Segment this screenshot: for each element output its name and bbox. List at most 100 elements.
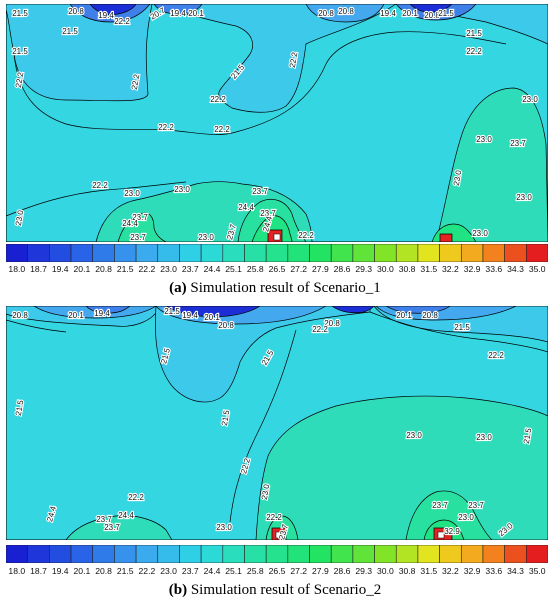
contour-region-23-7-left [117, 212, 167, 242]
colorbar-tick-label: 19.4 [51, 264, 69, 274]
contour-line-22-2-right [369, 311, 548, 353]
colorbar-tick-label: 27.9 [312, 566, 329, 576]
contour-label: 23.0 [260, 483, 272, 500]
caption-scenario-2: (b) Simulation result of Scenario_2 [0, 582, 550, 599]
colorbar-tick-label: 25.1 [225, 264, 242, 274]
colorbar-swatch [265, 243, 289, 263]
contour-label: 24.4 [122, 219, 138, 228]
colorbar-tick-label: 26.5 [268, 566, 286, 576]
colorbar-swatch [287, 243, 310, 263]
colorbar-swatch [27, 243, 50, 263]
colorbar-swatch [309, 544, 332, 564]
contour-label: 23.7 [130, 233, 146, 242]
colorbar-tick-label: 20.1 [73, 264, 91, 274]
colorbar-swatch [179, 544, 202, 564]
colorbar-tick-label: 23.0 [160, 264, 177, 274]
contour-label: 24.4 [238, 203, 254, 212]
contour-label: 21.5 [164, 307, 180, 316]
colorbar-swatch [482, 544, 505, 564]
colorbar-tick-label: 34.3 [507, 264, 524, 274]
heat-source-center-mark [275, 531, 283, 539]
contour-label: 23.0 [516, 193, 532, 202]
colorbar-tick-label: 21.5 [116, 264, 134, 274]
contour-label: 23.7 [104, 523, 120, 532]
colorbar-tick-label: 33.6 [485, 264, 503, 274]
contour-label: 19.4 [98, 11, 114, 20]
colorbar-tick-label: 35.0 [528, 566, 546, 576]
contour-label: 23.7 [468, 501, 484, 510]
colorbar-tick-label: 26.5 [268, 264, 286, 274]
colorbar-tick-label: 24.4 [203, 566, 221, 576]
contour-label: 19.4 [94, 309, 110, 318]
colorbar-tick-label: 32.9 [463, 566, 481, 576]
colorbar-swatch [482, 243, 505, 263]
colorbar-tick-label: 32.9 [463, 264, 481, 274]
colorbar-tick-label: 18.7 [30, 264, 47, 274]
contour-region-21-5-middle [155, 306, 371, 403]
colorbar-a-ticks: 18.0 18.7 19.4 20.1 20.8 21.5 22.2 23.0 23.7 24.4… [6, 264, 548, 276]
contour-label: 22.2 [239, 457, 252, 475]
contour-label: 23.0 [522, 95, 538, 104]
contour-region-22-2-bottom-left [65, 515, 173, 540]
colorbar-tick-label: 23.0 [160, 566, 177, 576]
colorbar-swatch [395, 544, 419, 564]
contour-label: 22.2 [288, 51, 300, 68]
contour-label: 19.4 [170, 9, 186, 18]
contour-label: 20.8 [422, 311, 438, 320]
colorbar-swatch [526, 544, 549, 564]
contour-label: 20.8 [218, 321, 234, 330]
contour-label: 23.0 [216, 523, 232, 532]
cold-region-top-center-core [165, 306, 261, 318]
colorbar-a-swatches [5, 243, 549, 263]
contour-label: 23.0 [14, 209, 26, 226]
contour-label: 23.7 [132, 213, 148, 222]
colorbar-tick-label: 32.2 [442, 264, 459, 274]
colorbar-swatch [395, 243, 419, 263]
contour-label: 23.7 [432, 501, 448, 510]
heat-source-right-mark [437, 531, 445, 539]
contour-label: 22.2 [312, 325, 328, 334]
colorbar-tick-label: 20.8 [95, 566, 112, 576]
colorbar-tick-label: 29.3 [355, 264, 373, 274]
colorbar-tick-label: 22.2 [138, 264, 156, 274]
contour-label: 21.5 [12, 9, 28, 18]
contour-label: 23.7 [252, 187, 268, 196]
colorbar-swatch [70, 243, 94, 263]
contour-label: 21.5 [522, 427, 534, 444]
contour-label: 20.8 [318, 9, 334, 18]
contour-label: 19.4 [182, 311, 198, 320]
colorbar-tick-label: 31.5 [420, 566, 438, 576]
contour-label: 20.1 [68, 311, 84, 320]
contour-label: 23.0 [472, 229, 488, 238]
caption-tag: (b) [168, 582, 188, 598]
contour-label: 20.8 [424, 11, 440, 20]
contour-label: 20.8 [338, 7, 354, 16]
contour-label: 22.2 [114, 17, 130, 26]
colorbar-tick-label: 25.8 [246, 566, 264, 576]
colorbar-swatch [157, 243, 180, 263]
contour-label: 24.4 [118, 511, 134, 520]
contour-label: 23.7 [260, 209, 276, 218]
contour-label: 23.0 [476, 433, 492, 442]
contour-label: 20.1 [402, 9, 418, 18]
colorbar-swatch [157, 544, 180, 564]
colorbar-tick-label: 34.3 [507, 566, 524, 576]
contour-label: 23.0 [198, 233, 214, 242]
colorbar-tick-label: 25.1 [225, 566, 242, 576]
colorbar-swatch [287, 544, 310, 564]
colorbar-swatch [200, 243, 224, 263]
contour-label: 20.1 [188, 9, 204, 18]
contour-region-23-0 [255, 395, 548, 540]
colorbar-swatch [504, 243, 527, 263]
colorbar-swatch [309, 243, 332, 263]
colorbar-tick-label: 18.0 [8, 264, 26, 274]
caption-text: Simulation result of Scenario_1 [190, 280, 381, 296]
contour-label: 23.7 [510, 139, 526, 148]
cold-region-top-center [153, 4, 203, 15]
colorbar-swatch [49, 243, 72, 263]
colorbar-tick-label: 35.0 [528, 264, 546, 274]
colorbar-b-swatches [5, 544, 549, 564]
colorbar-swatch [374, 243, 397, 263]
colorbar-tick-label: 30.8 [398, 264, 416, 274]
contour-label: 20.1 [204, 313, 220, 322]
